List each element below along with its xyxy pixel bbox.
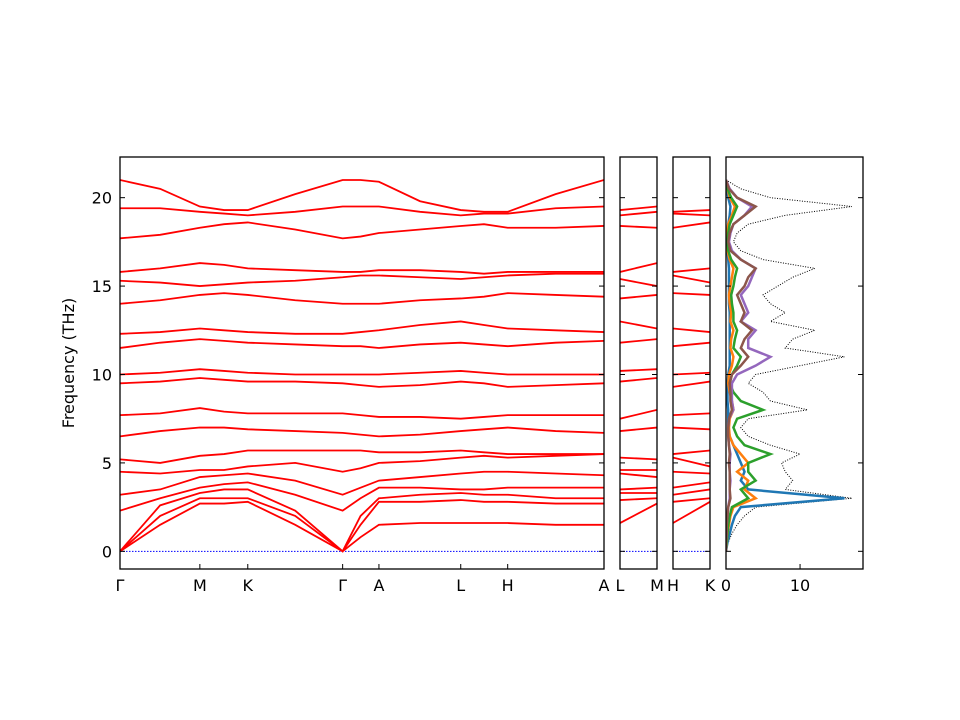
band-line: [620, 486, 657, 491]
band-line: [120, 500, 604, 553]
band-line: [673, 456, 710, 468]
band-line: [120, 470, 604, 496]
plot-area: [673, 209, 710, 552]
band-line: [673, 209, 710, 213]
band-line: [120, 426, 604, 438]
plot-area: [620, 205, 657, 552]
band-line: [673, 481, 710, 489]
band-line: [673, 292, 710, 296]
band-line: [620, 426, 657, 432]
y-tick-label: 5: [102, 454, 112, 473]
band-line: [673, 426, 710, 431]
plot-area: [726, 179, 852, 552]
y-axis-label: Frequency (THz): [59, 298, 78, 428]
x-tick-label: L: [456, 576, 465, 595]
band-line: [620, 294, 657, 300]
band-line: [120, 453, 604, 475]
band-line: [620, 377, 657, 383]
x-tick-label: H: [502, 576, 514, 595]
band-line: [673, 449, 710, 455]
band-line: [120, 292, 604, 305]
x-tick-label: K: [705, 576, 716, 595]
band-line: [673, 488, 710, 496]
y-tick-label: 20: [92, 189, 112, 208]
band-line: [620, 262, 657, 273]
band-line: [120, 320, 604, 335]
band-line: [120, 449, 604, 464]
band-line: [120, 407, 604, 420]
band-line: [120, 179, 604, 213]
axes-frame: [119, 156, 605, 570]
band-line: [120, 221, 604, 240]
x-tick-label: L: [616, 576, 625, 595]
band-line: [620, 502, 657, 524]
x-tick-label: M: [193, 576, 207, 595]
band-line: [673, 267, 710, 273]
band-line: [673, 221, 710, 229]
band-line: [673, 274, 710, 284]
band-line: [673, 412, 710, 417]
band-line: [620, 497, 657, 501]
y-tick-label: 15: [92, 277, 112, 296]
band-line: [620, 338, 657, 344]
axes-frame: [619, 156, 658, 570]
band-line: [673, 380, 710, 388]
y-tick-label: 0: [102, 542, 112, 561]
band-line: [620, 368, 657, 372]
x-tick-label: Γ: [338, 576, 347, 595]
band-line: [673, 470, 710, 475]
band-line: [620, 225, 657, 229]
band-line: [673, 327, 710, 333]
axes-frame: [725, 156, 864, 570]
band-line: [620, 408, 657, 420]
band-line: [673, 341, 710, 348]
x-tick-label: A: [599, 576, 610, 595]
x-tick-label: Γ: [116, 576, 125, 595]
x-tick-label: 0: [721, 576, 731, 595]
y-tick-label: 10: [92, 365, 112, 384]
band-line: [120, 272, 604, 287]
band-line: [120, 368, 604, 376]
band-line: [120, 262, 604, 275]
dos-line: [726, 179, 852, 552]
band-line: [620, 210, 657, 217]
dos-line: [726, 179, 845, 552]
x-tick-label: 10: [790, 576, 810, 595]
band-line: [120, 497, 604, 553]
dos-line: [726, 179, 758, 552]
band-line: [120, 377, 604, 388]
band-line: [620, 278, 657, 287]
band-line: [620, 472, 657, 478]
x-tick-label: H: [667, 576, 679, 595]
band-line: [673, 212, 710, 217]
band-line: [673, 497, 710, 503]
band-line: [620, 456, 657, 461]
band-line: [673, 501, 710, 524]
band-line: [673, 371, 710, 376]
band-line: [120, 488, 604, 553]
band-line: [620, 205, 657, 211]
band-line: [620, 320, 657, 330]
band-line: [120, 481, 604, 512]
band-line: [120, 205, 604, 217]
band-line: [120, 338, 604, 349]
x-tick-label: M: [650, 576, 664, 595]
axes-frame: [672, 156, 711, 570]
plot-area: [120, 179, 604, 553]
x-tick-label: A: [373, 576, 384, 595]
x-tick-label: K: [243, 576, 254, 595]
